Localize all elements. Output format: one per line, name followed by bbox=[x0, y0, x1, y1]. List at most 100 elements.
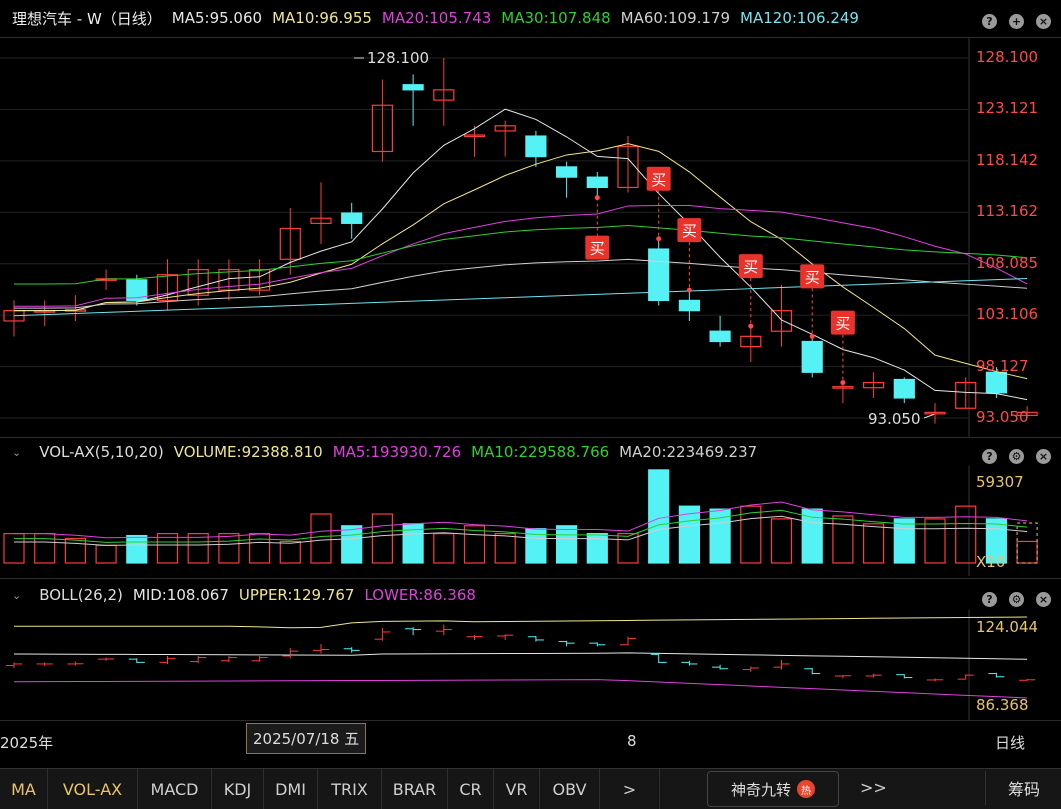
boll-lower-line bbox=[13, 679, 1028, 699]
vol-ma5-line bbox=[14, 501, 1028, 539]
volume-bar bbox=[156, 532, 179, 564]
ma-label-5: MA120:106.249 bbox=[740, 9, 859, 27]
buy-signal-dot bbox=[594, 195, 600, 201]
low-price-leader bbox=[923, 413, 935, 419]
volume-bar bbox=[3, 532, 25, 564]
boll-label-1: UPPER:129.767 bbox=[238, 586, 355, 604]
buy-signal-badge bbox=[585, 235, 610, 260]
boll-mid-line bbox=[13, 652, 1028, 660]
candle-body bbox=[525, 135, 547, 158]
main-panel-header: 理想汽车 - W（日线） MA5:95.060 MA10:96.955 MA20:1… bbox=[0, 2, 1061, 34]
tab-dmi[interactable]: DMI bbox=[264, 769, 318, 809]
candle-body bbox=[924, 411, 946, 415]
indicator-tab-bar: MA VOL-AX MACD KDJ DMI TRIX BRAR CR VR OBV > bbox=[0, 768, 1061, 809]
candle-body bbox=[955, 381, 977, 409]
vol-ma20-line bbox=[14, 515, 1028, 546]
price-tick-label: 128.100 bbox=[976, 48, 1039, 66]
buy-signal-dot bbox=[840, 380, 846, 386]
month-label: 8 bbox=[627, 732, 637, 750]
ma10-line bbox=[14, 143, 1028, 380]
boll-panel-icons: ? ⚙ × bbox=[982, 583, 1051, 615]
candle-body bbox=[126, 279, 148, 301]
candle-body bbox=[310, 217, 332, 224]
buy-signal-text: 买 bbox=[682, 222, 697, 240]
vol-panel-header: ⌄ VOL-AX(5,10,20) VOLUME:92388.810 MA5:19… bbox=[0, 436, 1061, 468]
volume-chart[interactable] bbox=[0, 466, 1061, 576]
boll-chart[interactable] bbox=[0, 610, 1061, 720]
chips-button[interactable]: 筹码 bbox=[985, 771, 1061, 805]
divider bbox=[0, 437, 1061, 438]
volume-bar bbox=[494, 532, 516, 564]
candle-body bbox=[555, 166, 578, 178]
tab-trix[interactable]: TRIX bbox=[318, 769, 382, 809]
volume-bar bbox=[463, 525, 486, 564]
settings-icon[interactable]: ⚙ bbox=[1009, 591, 1024, 607]
volume-bar bbox=[555, 525, 578, 564]
help-icon[interactable]: ? bbox=[982, 591, 997, 607]
ma-labels: MA5:95.060 MA10:96.955 MA20:105.743 MA30:10… bbox=[172, 9, 869, 27]
volume-bar bbox=[893, 518, 915, 564]
volume-bar bbox=[218, 532, 240, 564]
boll-axis-bottom: 86.368 bbox=[976, 696, 1029, 714]
close-icon[interactable]: × bbox=[1036, 591, 1051, 607]
high-price-label: 128.100 bbox=[367, 49, 429, 67]
candle-body bbox=[709, 330, 731, 343]
tab-macd[interactable]: MACD bbox=[138, 769, 212, 809]
divider bbox=[0, 578, 1061, 579]
candle-body bbox=[832, 386, 854, 389]
close-icon[interactable]: × bbox=[1036, 13, 1051, 29]
candle-body bbox=[433, 89, 455, 101]
add-icon[interactable]: + bbox=[1009, 13, 1024, 29]
candle-body bbox=[801, 340, 823, 373]
volume-bar bbox=[862, 523, 885, 564]
volume-bar bbox=[617, 532, 639, 564]
buy-signal-badge bbox=[830, 310, 855, 335]
ma-label-2: MA20:105.743 bbox=[381, 9, 492, 27]
magic-nine-tab[interactable]: 神奇九转 热 bbox=[707, 771, 839, 807]
boll-label-2: LOWER:86.368 bbox=[364, 586, 476, 604]
volume-bar bbox=[924, 518, 946, 564]
boll-panel-header: ⌄ BOLL(26,2) MID:108.067 UPPER:129.767 LOW… bbox=[0, 579, 1061, 611]
collapse-chevron-icon[interactable]: ⌄ bbox=[12, 445, 22, 459]
candle-body bbox=[156, 274, 179, 301]
date-axis: 2025年 2025/07/18 五 8 日线 bbox=[0, 721, 1061, 766]
vol-label-0: VOLUME:92388.810 bbox=[173, 443, 323, 461]
help-icon[interactable]: ? bbox=[982, 13, 997, 29]
ma5-line bbox=[14, 108, 1028, 401]
tab-vr[interactable]: VR bbox=[494, 769, 540, 809]
tab-volax[interactable]: VOL-AX bbox=[48, 769, 138, 809]
boll-upper-line bbox=[14, 616, 1028, 629]
candle-body bbox=[1016, 411, 1038, 417]
vol-labels: VOLUME:92388.810 MA5:193930.726 MA10:22958… bbox=[174, 443, 767, 461]
candle-body bbox=[494, 125, 516, 132]
boll-title: BOLL(26,2) bbox=[39, 586, 123, 604]
stock-title: 理想汽车 - W（日线） bbox=[12, 9, 162, 28]
candle-body bbox=[402, 84, 424, 91]
vol-axis-unit: X10 bbox=[976, 553, 1006, 571]
tab-obv[interactable]: OBV bbox=[540, 769, 600, 809]
ma120-line bbox=[13, 278, 1028, 317]
price-tick-label: 93.050 bbox=[976, 408, 1029, 426]
price-tick-label: 113.162 bbox=[976, 202, 1039, 221]
help-icon[interactable]: ? bbox=[982, 448, 997, 464]
tab-cr[interactable]: CR bbox=[448, 769, 494, 809]
tab-kdj[interactable]: KDJ bbox=[212, 769, 264, 809]
volume-bar bbox=[341, 525, 363, 564]
close-icon[interactable]: × bbox=[1036, 448, 1051, 464]
candle-body bbox=[249, 268, 271, 291]
buy-signal-dot bbox=[656, 236, 662, 242]
price-axis: 128.100 123.121 118.142 113.162 108.085 103.1… bbox=[970, 37, 1061, 437]
price-tick-label: 108.085 bbox=[976, 253, 1039, 272]
tab-brar[interactable]: BRAR bbox=[382, 769, 448, 809]
settings-icon[interactable]: ⚙ bbox=[1009, 448, 1024, 464]
divider bbox=[0, 720, 1061, 721]
main-panel-icons: ? + × bbox=[982, 5, 1051, 37]
ma-label-0: MA5:95.060 bbox=[171, 9, 263, 27]
tab-ma[interactable]: MA bbox=[0, 769, 48, 809]
tab-next-arrow[interactable]: > bbox=[600, 769, 660, 809]
more-tabs-button[interactable]: >> bbox=[860, 778, 887, 797]
boll-axis-top: 124.044 bbox=[976, 618, 1039, 636]
year-label: 2025年 bbox=[0, 734, 54, 752]
collapse-chevron-icon[interactable]: ⌄ bbox=[12, 588, 22, 602]
